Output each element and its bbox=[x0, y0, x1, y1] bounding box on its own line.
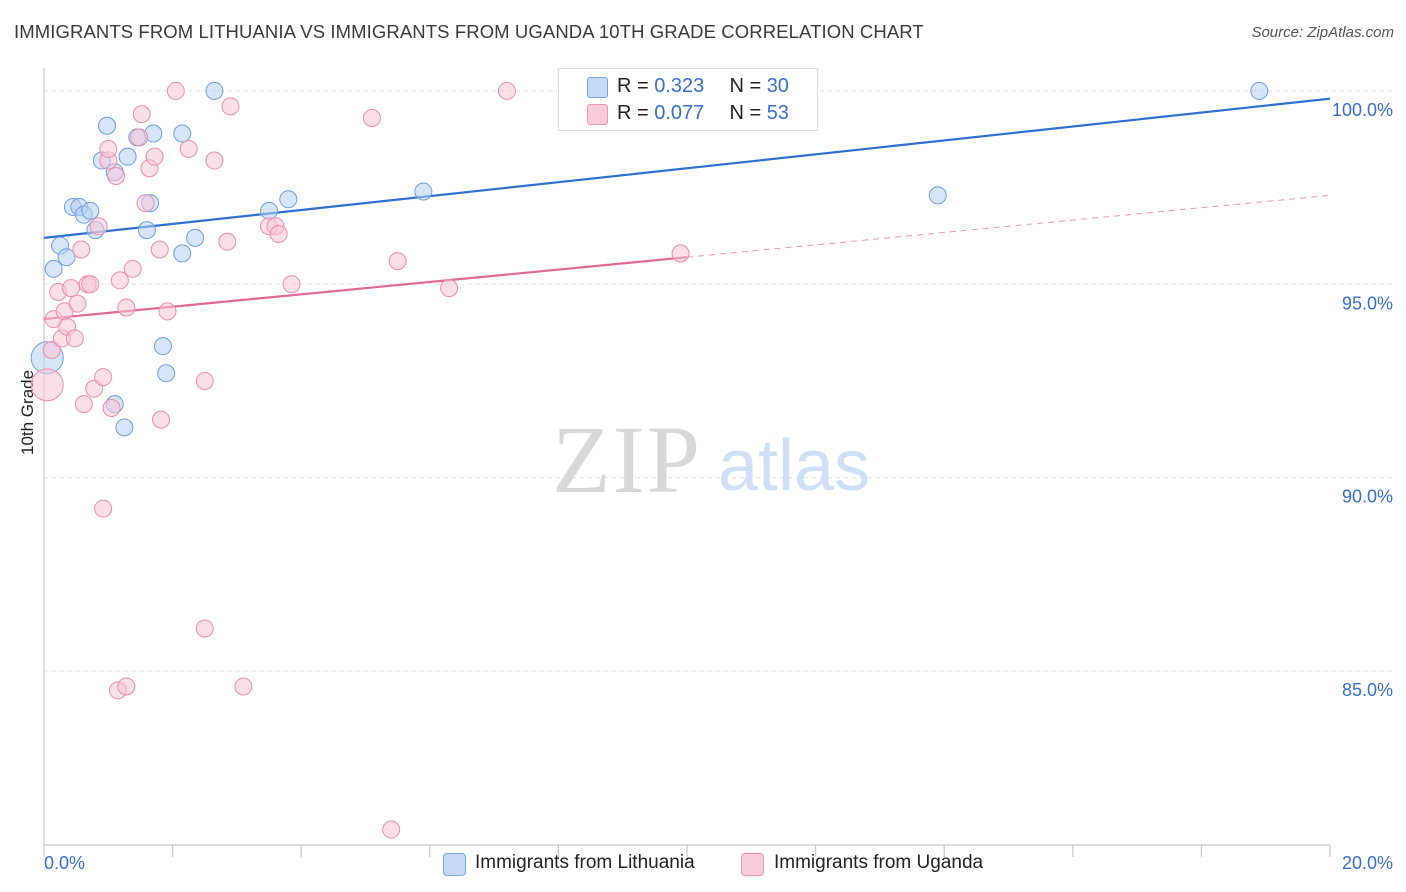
point-uganda bbox=[362, 109, 381, 128]
y-tick-label: 90.0% bbox=[1342, 487, 1393, 507]
point-uganda bbox=[195, 371, 214, 390]
point-uganda bbox=[42, 341, 61, 360]
x-tick-label-min: 0.0% bbox=[44, 853, 85, 873]
bottom-legend-swatch-lithuania bbox=[443, 853, 466, 876]
point-uganda bbox=[102, 399, 121, 418]
legend-n-label: N = bbox=[729, 75, 762, 97]
y-tick-label: 95.0% bbox=[1342, 293, 1393, 313]
point-lithuania bbox=[928, 186, 947, 205]
point-uganda bbox=[136, 194, 155, 213]
point-uganda bbox=[166, 81, 185, 100]
point-uganda bbox=[179, 139, 198, 158]
trend-line-uganda bbox=[43, 256, 688, 321]
point-uganda bbox=[234, 677, 253, 696]
y-tick-label: 85.0% bbox=[1342, 680, 1393, 700]
y-tick-label: 100.0% bbox=[1332, 100, 1393, 120]
point-uganda bbox=[205, 151, 224, 170]
point-lithuania bbox=[115, 418, 134, 437]
legend-box: R = 0.323 N = 30 R = 0.077 N = 53 bbox=[558, 68, 818, 131]
point-lithuania bbox=[414, 182, 433, 201]
point-lithuania bbox=[186, 228, 205, 247]
point-lithuania bbox=[98, 116, 117, 135]
point-uganda bbox=[81, 275, 100, 294]
point-uganda bbox=[94, 368, 113, 387]
point-lithuania bbox=[57, 248, 76, 267]
point-uganda bbox=[671, 244, 690, 263]
legend-r-label: R = bbox=[617, 102, 649, 124]
point-uganda bbox=[107, 167, 126, 186]
legend-n-label: N = bbox=[729, 102, 762, 124]
tick-labels: 100.0% 95.0% 90.0% 85.0% 0.0% 20.0% bbox=[44, 100, 1393, 873]
point-lithuania bbox=[173, 244, 192, 263]
point-uganda bbox=[117, 298, 136, 317]
x-tick-label-max: 20.0% bbox=[1342, 853, 1393, 873]
data-points bbox=[30, 81, 1269, 839]
legend-n-value-uganda: 53 bbox=[766, 102, 789, 124]
legend-n-value-lithuania: 30 bbox=[766, 75, 789, 97]
point-lithuania bbox=[81, 201, 100, 220]
point-uganda bbox=[195, 619, 214, 638]
point-uganda bbox=[440, 279, 459, 298]
point-uganda bbox=[282, 275, 301, 294]
bottom-legend-uganda: Immigrants from Uganda bbox=[774, 852, 984, 873]
grid-lines bbox=[44, 90, 1392, 672]
point-uganda bbox=[94, 499, 113, 518]
point-uganda bbox=[158, 302, 177, 321]
point-uganda bbox=[388, 252, 407, 271]
point-uganda bbox=[130, 128, 149, 147]
point-uganda bbox=[89, 217, 108, 236]
point-uganda bbox=[269, 225, 288, 244]
point-uganda bbox=[117, 677, 136, 696]
point-uganda bbox=[30, 368, 64, 402]
bottom-legend-swatch-uganda bbox=[741, 853, 764, 876]
point-uganda bbox=[497, 81, 516, 100]
legend-r-label: R = bbox=[617, 75, 649, 97]
point-uganda bbox=[65, 329, 84, 348]
point-lithuania bbox=[153, 337, 172, 356]
point-lithuania bbox=[157, 364, 176, 383]
legend-row-uganda: R = 0.077 N = 53 bbox=[617, 102, 789, 126]
watermark-atlas: atlas bbox=[718, 426, 870, 506]
legend-r-value-lithuania: 0.323 bbox=[654, 75, 705, 97]
chart-title: IMMIGRANTS FROM LITHUANIA VS IMMIGRANTS … bbox=[14, 21, 924, 42]
legend-swatch-lithuania bbox=[587, 77, 608, 98]
point-lithuania bbox=[173, 124, 192, 143]
point-lithuania bbox=[137, 221, 156, 240]
point-uganda bbox=[150, 240, 169, 259]
legend-r-value-uganda: 0.077 bbox=[654, 102, 705, 124]
point-lithuania bbox=[205, 81, 224, 100]
point-uganda bbox=[74, 395, 93, 414]
source-label: Source: ZipAtlas.com bbox=[1251, 24, 1394, 41]
point-uganda bbox=[110, 271, 129, 290]
trend-lines bbox=[43, 97, 1331, 321]
trend-line-lithuania bbox=[43, 97, 1331, 239]
point-lithuania bbox=[279, 190, 298, 209]
point-uganda bbox=[72, 240, 91, 259]
point-lithuania bbox=[1250, 81, 1269, 100]
axes bbox=[43, 68, 1331, 857]
watermark-zip: ZIP bbox=[552, 406, 702, 513]
point-uganda bbox=[145, 147, 164, 166]
point-uganda bbox=[99, 139, 118, 158]
point-uganda bbox=[123, 259, 142, 278]
legend-row-lithuania: R = 0.323 N = 30 bbox=[617, 75, 789, 99]
point-lithuania bbox=[118, 147, 137, 166]
point-lithuania bbox=[260, 201, 279, 220]
bottom-legend-lithuania: Immigrants from Lithuania bbox=[475, 852, 695, 873]
point-uganda bbox=[132, 105, 151, 124]
point-uganda bbox=[382, 820, 401, 839]
point-uganda bbox=[221, 97, 240, 116]
point-uganda bbox=[218, 232, 237, 251]
point-uganda bbox=[62, 279, 81, 298]
legend-swatch-uganda bbox=[587, 104, 608, 125]
point-lithuania bbox=[44, 259, 63, 278]
point-uganda bbox=[152, 410, 171, 429]
trend-line-uganda-extension bbox=[686, 194, 1331, 258]
point-uganda bbox=[68, 294, 87, 313]
